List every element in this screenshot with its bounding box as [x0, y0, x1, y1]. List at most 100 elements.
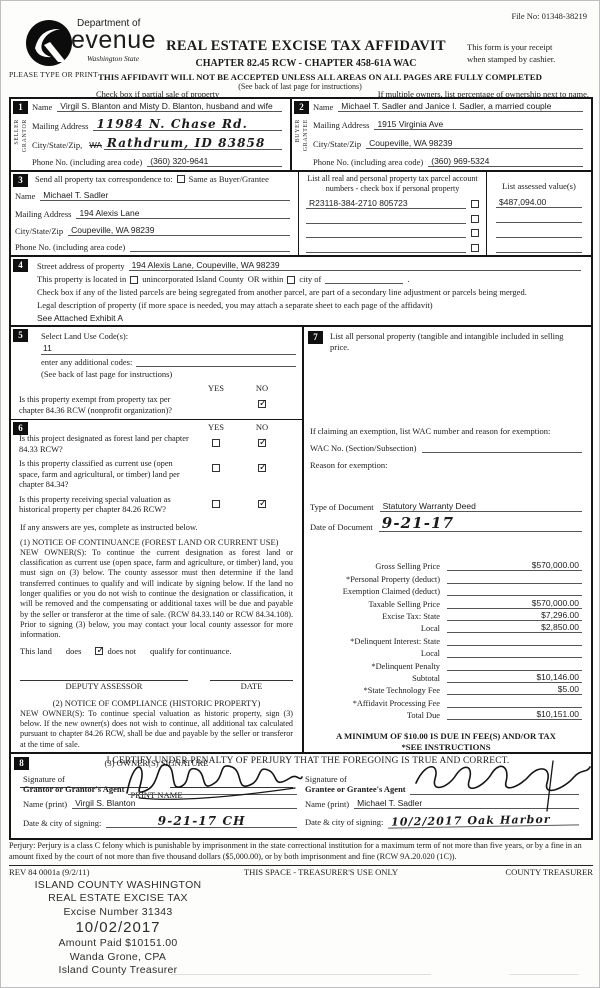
- corr-phone-row: Phone No. (including area code): [15, 242, 290, 252]
- assessed-row: [496, 223, 582, 238]
- historic-question-row: Is this property receiving special valua…: [11, 495, 296, 516]
- tax-row: *Personal Property (deduct): [310, 571, 582, 584]
- stamp-reet: REAL ESTATE EXCISE TAX: [48, 892, 188, 905]
- stamp-amount-paid: Amount Paid $10151.00: [58, 937, 178, 950]
- seller-csz-value: Rathdrum, ID 83858: [103, 137, 282, 150]
- tax-computation-table: Gross Selling Price $570,000.00 *Personal…: [310, 559, 582, 721]
- exemption-note: If claiming an exemption, list WAC numbe…: [310, 426, 551, 437]
- perjury-statement: Perjury: Perjury is a class C felony whi…: [9, 841, 593, 866]
- file-number: File No: 01348-38219: [511, 11, 587, 21]
- corr-phone-value: [130, 243, 290, 252]
- rev-number: REV 84 0001a (9/2/11): [9, 867, 90, 877]
- grantor-signature-block: Signature of Grantor or Grantor's Agent …: [19, 764, 303, 828]
- buyer-mailing-value: 1915 Virginia Ave: [374, 119, 583, 131]
- section-7-badge: 7: [308, 331, 323, 344]
- tax-row: Local $2,850.00: [310, 621, 582, 634]
- stamp-county: ISLAND COUNTY WASHINGTON: [34, 879, 202, 891]
- stamp-cashier-name: Wanda Grone, CPA: [69, 950, 167, 963]
- parcel-row: [306, 224, 479, 239]
- grantee-date-row: Date & city of signing: 10/2/2017 Oak Ha…: [305, 813, 580, 829]
- grantee-name-row: Name (print) Michael T. Sadler: [305, 798, 579, 809]
- section-6: 6 YES NO Is this project designated as f…: [11, 419, 302, 518]
- tax-row: Total Due $10,151.00: [310, 708, 582, 721]
- notice-2-body: NEW OWNER(S): To continue special valuat…: [20, 708, 293, 749]
- assessor-signature-lines: [20, 671, 293, 681]
- treasurer-stamp: ISLAND COUNTY WASHINGTON REAL ESTATE EXC…: [7, 879, 229, 978]
- grantee-signature-block: Signature of Grantee or Grantee's Agent …: [301, 760, 591, 829]
- deputy-assessor-label: DEPUTY ASSESSOR: [65, 680, 143, 691]
- reason-for-exemption-label: Reason for exemption:: [310, 460, 388, 471]
- parcel-row: R23118-384-2710 805723: [306, 194, 479, 210]
- scan-artifact: [171, 974, 431, 975]
- logo-dept-of: Department of: [77, 18, 141, 29]
- tax-row: *Delinquent Penalty: [310, 658, 582, 671]
- page-title: REAL ESTATE EXCISE TAX AFFIDAVIT: [166, 38, 446, 54]
- grantor-signature-row: Signature of Grantor or Grantor's Agent: [23, 769, 297, 795]
- tax-row: *Affidavit Processing Fee: [310, 695, 582, 708]
- seller-mailing-row: Mailing Address 11984 N. Chase Rd.: [32, 118, 282, 131]
- section-6-badge: 6: [13, 422, 28, 435]
- assessed-header: List assessed value(s): [502, 181, 576, 191]
- assessor-date-line: [210, 671, 293, 681]
- city-checkbox: [287, 276, 296, 284]
- certify-statement: I CERTIFY UNDER PENALTY OF PERJURY THAT …: [106, 756, 510, 766]
- personal-property-checkbox: [471, 244, 479, 253]
- grantee-signature-row: Signature of Grantee or Grantee's Agent: [305, 769, 579, 795]
- corr-name-row: Name Michael T. Sadler: [15, 190, 290, 202]
- partial-sale-note: Check box if partial sale of property: [96, 89, 220, 99]
- tax-row: Exemption Claimed (deduct): [310, 584, 582, 597]
- legal-description-value: See Attached Exhibit A: [37, 313, 124, 323]
- dor-logo: Department of evenue Washington State: [25, 16, 185, 70]
- please-type-or-print: PLEASE TYPE OR PRINT: [9, 70, 98, 79]
- buyer-mailing-row: Mailing Address 1915 Virginia Ave: [313, 119, 583, 131]
- stamp-treasurer-title: Island County Treasurer: [58, 964, 178, 977]
- seller-buyer-row: 1 SELLER GRANTOR Name Virgil S. Blanton …: [11, 99, 591, 170]
- see-instructions-note: *SEE INSTRUCTIONS: [401, 742, 491, 753]
- street-address-row: Street address of property 194 Alexis La…: [37, 260, 581, 271]
- type-of-document-row: Type of Document Statutory Warranty Deed: [310, 501, 582, 513]
- tax-row: Excise Tax: State $7,296.00: [310, 609, 582, 622]
- notice-2-title: (2) NOTICE OF COMPLIANCE (HISTORIC PROPE…: [52, 697, 261, 708]
- minimum-fee-note: A MINIMUM OF $10.00 IS DUE IN FEE(S) AND…: [336, 731, 556, 742]
- forest-question-row: Is this project designated as forest lan…: [11, 434, 296, 455]
- form-body: 1 SELLER GRANTOR Name Virgil S. Blanton …: [9, 97, 593, 840]
- yes-no-header-2: YES NO: [207, 422, 269, 432]
- notice-1-body: NEW OWNER(S): To continue the current de…: [20, 547, 293, 640]
- revenue-logo-icon: [26, 20, 72, 66]
- seller-name-value: Virgil S. Blanton and Misty D. Blanton, …: [57, 101, 282, 112]
- tax-row: *Delinquent Interest: State: [310, 633, 582, 646]
- buyer-phone-value: (360) 969-5324: [428, 156, 583, 167]
- seller-csz-struck: WA: [89, 141, 102, 150]
- located-in-row: This property is located in unincorporat…: [37, 274, 410, 284]
- does-not-qualify-checkbox: [95, 645, 104, 656]
- seller-csz-row: City/State/Zip, WA Rathdrum, ID 83858: [32, 137, 282, 150]
- current-use-yes-checkbox: [212, 464, 220, 473]
- current-use-no-checkbox: [258, 462, 267, 473]
- section-2-buyer: 2 BUYER GRANTEE Name Michael T. Sadler a…: [290, 99, 591, 170]
- multiple-owners-note: If multiple owners, list percentage of o…: [377, 89, 589, 99]
- parcel-header: List all real and personal property tax …: [307, 174, 478, 193]
- seller-side-label: SELLER: [14, 119, 20, 145]
- forest-yes-checkbox: [212, 439, 220, 448]
- notice-1-title: (1) NOTICE OF CONTINUANCE (FOREST LAND O…: [20, 536, 279, 547]
- buyer-csz-value: Coupeville, WA 98239: [366, 138, 583, 149]
- section-8-badge: 8: [14, 757, 29, 770]
- section-5-badge: 5: [13, 329, 28, 342]
- date-of-document-value: 9-21-17: [378, 516, 582, 533]
- corr-name-value: Michael T. Sadler: [40, 190, 290, 202]
- personal-property-checkbox: [471, 200, 479, 209]
- historic-yes-checkbox: [212, 499, 220, 508]
- corr-mailing-row: Mailing Address 194 Alexis Lane: [15, 208, 290, 219]
- tax-row: Gross Selling Price $570,000.00: [310, 559, 582, 572]
- parcel-numbers-block: List all real and personal property tax …: [298, 172, 486, 255]
- land-use-label: Select Land Use Code(s):: [41, 331, 129, 341]
- receipt-note: This form is your receipt when stamped b…: [467, 42, 556, 65]
- grantor-signature-line: [128, 786, 297, 795]
- exempt-no-checkbox: [258, 398, 267, 409]
- buyer-name-row: Name Michael T. Sadler and Janice I. Sad…: [313, 101, 583, 112]
- personal-property-checkbox: [471, 214, 479, 223]
- tax-row: *State Technology Fee $5.00: [310, 683, 582, 696]
- assessed-row: [496, 238, 582, 253]
- logo-revenue: evenue: [71, 26, 157, 54]
- section-5: 5 Select Land Use Code(s): 11 enter any …: [11, 327, 302, 419]
